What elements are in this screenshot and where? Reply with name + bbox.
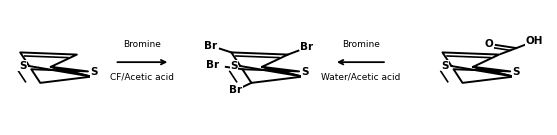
Text: Bromine: Bromine	[342, 40, 380, 49]
Text: S: S	[441, 61, 449, 71]
Text: S: S	[230, 61, 238, 71]
Text: OH: OH	[526, 36, 544, 46]
Text: Br: Br	[206, 60, 219, 70]
Text: S: S	[512, 67, 520, 77]
Text: S: S	[19, 61, 26, 71]
Text: S: S	[301, 67, 309, 77]
Text: Br: Br	[229, 85, 242, 95]
Text: Br: Br	[300, 42, 314, 53]
Text: Water/Acetic acid: Water/Acetic acid	[321, 73, 400, 82]
Text: Br: Br	[204, 41, 217, 51]
Text: Bromine: Bromine	[124, 40, 162, 49]
Text: S: S	[90, 67, 97, 77]
Text: O: O	[485, 39, 493, 49]
Text: CF/Acetic acid: CF/Acetic acid	[110, 73, 174, 82]
